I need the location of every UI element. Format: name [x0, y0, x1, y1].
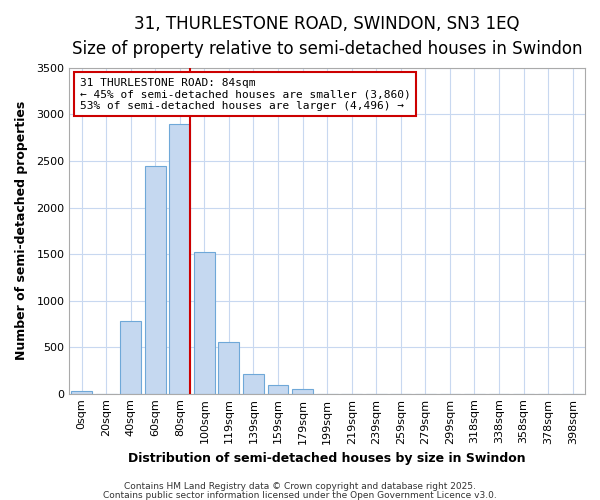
- Text: Contains public sector information licensed under the Open Government Licence v3: Contains public sector information licen…: [103, 490, 497, 500]
- Bar: [169, 124, 190, 394]
- Y-axis label: Number of semi-detached properties: Number of semi-detached properties: [15, 101, 28, 360]
- X-axis label: Distribution of semi-detached houses by size in Swindon: Distribution of semi-detached houses by …: [128, 452, 526, 465]
- Bar: [268, 385, 289, 394]
- Bar: [218, 342, 239, 394]
- Text: 31 THURLESTONE ROAD: 84sqm
← 45% of semi-detached houses are smaller (3,860)
53%: 31 THURLESTONE ROAD: 84sqm ← 45% of semi…: [80, 78, 410, 111]
- Bar: [194, 252, 215, 394]
- Bar: [120, 321, 141, 394]
- Bar: [145, 166, 166, 394]
- Bar: [71, 391, 92, 394]
- Bar: [292, 390, 313, 394]
- Text: Contains HM Land Registry data © Crown copyright and database right 2025.: Contains HM Land Registry data © Crown c…: [124, 482, 476, 491]
- Title: 31, THURLESTONE ROAD, SWINDON, SN3 1EQ
Size of property relative to semi-detache: 31, THURLESTONE ROAD, SWINDON, SN3 1EQ S…: [72, 15, 583, 58]
- Bar: [243, 374, 264, 394]
